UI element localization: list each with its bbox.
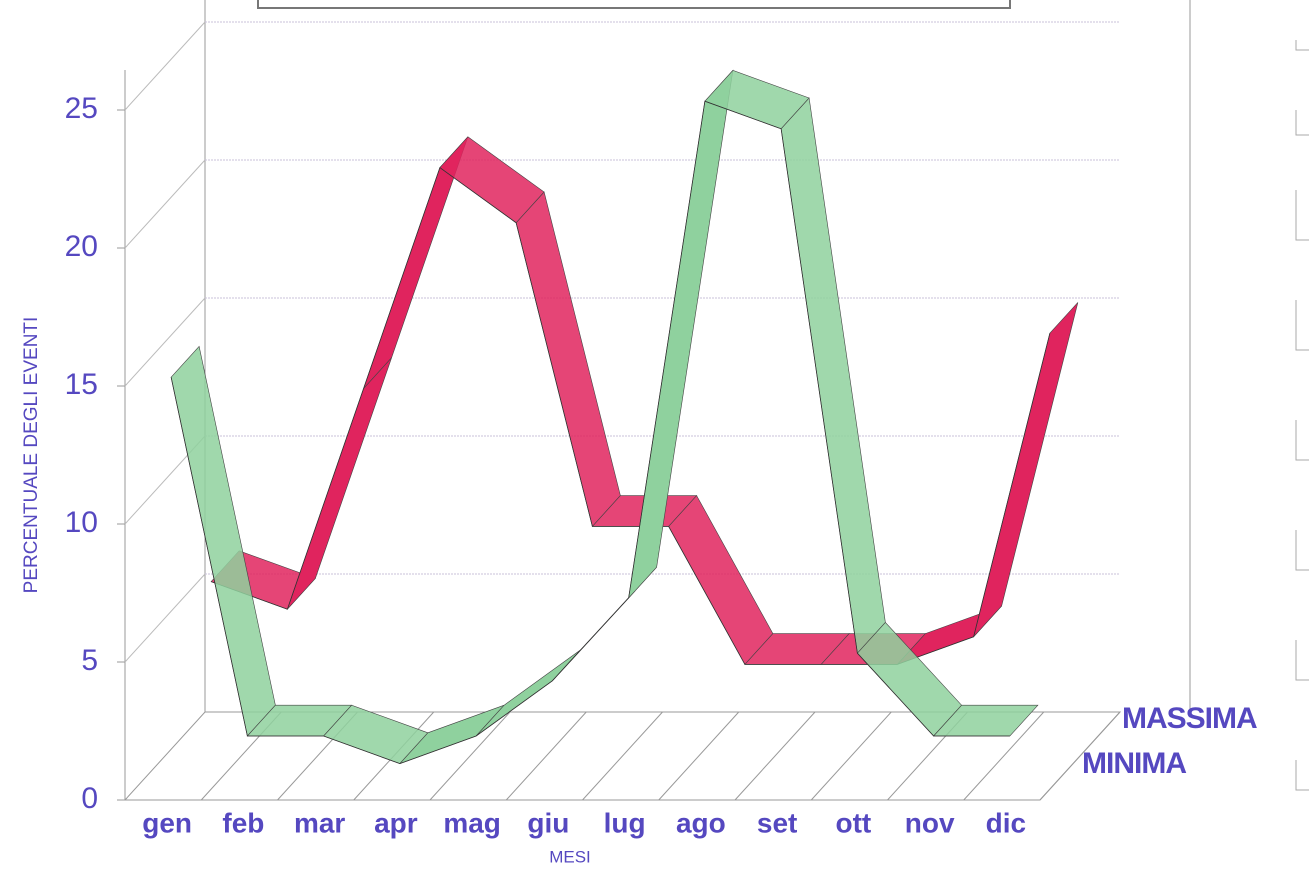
ribbon-segment [515, 191, 621, 528]
x-tick-label: giu [527, 807, 569, 838]
grid-side [124, 297, 206, 387]
x-tick-label: mag [443, 807, 501, 838]
y-tick-label: 25 [65, 92, 98, 125]
y-tick-label: 10 [65, 506, 98, 539]
x-tick-label: set [757, 807, 797, 838]
floor-line [963, 711, 1045, 801]
y-tick-label: 20 [65, 230, 98, 263]
ribbon-segment [287, 357, 392, 610]
legend-label: MINIMA [1082, 747, 1186, 780]
floor-line [734, 711, 816, 801]
x-tick-label: gen [142, 807, 192, 838]
floor-line [1039, 711, 1121, 801]
x-tick-label: ago [676, 807, 726, 838]
x-tick-label: ott [835, 807, 871, 838]
floor-line [582, 711, 663, 801]
back-wall [204, 0, 1191, 712]
x-tick-label: lug [604, 807, 646, 838]
ribbon-segment [973, 302, 1079, 638]
x-tick-label: mar [294, 807, 345, 838]
ribbon-segment [668, 495, 774, 665]
ribbon-segment [170, 345, 276, 737]
floor-line [810, 711, 892, 801]
x-axis-label: MESI [549, 847, 591, 866]
y-axis-label: PERCENTUALE DEGLI EVENTI [21, 317, 42, 594]
x-tick-label: nov [905, 807, 955, 838]
floor-line [505, 711, 587, 801]
grid-side [124, 573, 206, 663]
ribbon-segment [780, 97, 886, 654]
y-tick-label: 15 [65, 368, 98, 401]
floor-line [658, 711, 740, 801]
ribbon-edge [170, 100, 1010, 765]
grid-side [124, 159, 206, 249]
x-tick-label: apr [374, 807, 418, 838]
side-tabs [1295, 40, 1309, 791]
frame-box [257, 0, 1011, 9]
legend-label: MASSIMA [1122, 702, 1257, 735]
x-tick-label: feb [222, 807, 264, 838]
x-tick-label: dic [986, 807, 1026, 838]
floor-line [429, 711, 511, 801]
ribbon-segment [475, 649, 581, 737]
y-tick-label: 0 [81, 782, 98, 815]
y-tick-label: 5 [81, 644, 98, 677]
grid-side [124, 21, 206, 111]
